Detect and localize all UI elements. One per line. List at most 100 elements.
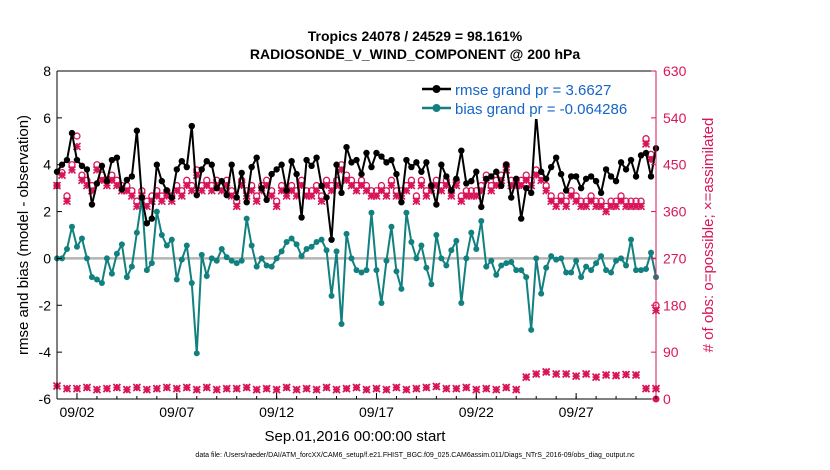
rmse-point: [587, 173, 595, 180]
rmse-point: [308, 162, 315, 170]
x-tick-label: 09/07: [159, 404, 194, 420]
obs-assimilated-marker: [97, 176, 106, 185]
bias-point: [383, 257, 390, 264]
rmse-point: [343, 143, 350, 151]
rmse-point: [288, 158, 295, 165]
obs-assimilated-marker: [152, 191, 161, 201]
obs-low-marker: [102, 384, 112, 393]
rmse-point: [108, 156, 116, 164]
bias-point: [243, 215, 250, 222]
rmse-point: [523, 184, 530, 192]
bias-point: [428, 281, 435, 288]
y-tick-label: -2: [39, 297, 52, 313]
bias-point: [223, 254, 230, 261]
axes-layer: -6 -4 -2 0 2 4 6 8 0 90 180 270 360 450 540 630 09/02 09/…: [39, 63, 687, 420]
rmse-point: [183, 163, 190, 171]
obs-assimilated-marker: [102, 181, 111, 190]
bias-point: [283, 239, 290, 246]
bias-point: [168, 236, 175, 243]
rmse-point: [143, 220, 151, 227]
obs-assimilated-marker: [222, 181, 231, 190]
obs-low-marker: [92, 385, 102, 394]
x-tick-label: 09/27: [559, 404, 594, 420]
obs-low-marker: [591, 372, 601, 382]
obs-assimilated-marker: [307, 191, 316, 201]
obs-low-marker: [312, 385, 321, 394]
bias-point: [343, 230, 350, 237]
bias-point: [493, 271, 500, 278]
obs-assimilated-marker: [202, 181, 211, 190]
rmse-point: [158, 177, 166, 185]
obs-assimilated-marker: [237, 181, 246, 190]
bias-point: [378, 299, 385, 306]
obs-assimilated-marker: [612, 202, 621, 211]
bias-point: [508, 258, 515, 265]
obs-low-marker: [152, 384, 161, 393]
obs-assimilated-marker: [577, 202, 586, 211]
obs-assimilated-marker: [626, 202, 636, 211]
bias-point: [153, 208, 160, 215]
y2-tick-label: 540: [663, 110, 687, 126]
rmse-point: [597, 189, 605, 197]
bias-point: [633, 267, 640, 274]
bias-point: [233, 260, 240, 267]
bias-point: [648, 249, 655, 256]
bias-point: [588, 267, 595, 274]
obs-assimilated-marker: [567, 191, 576, 201]
obs-assimilated-marker: [292, 191, 301, 201]
rmse-point: [138, 194, 146, 201]
rmse-point: [393, 170, 400, 178]
obs-low-marker: [202, 383, 211, 392]
rmse-point: [458, 147, 465, 154]
obs-assimilated-marker: [602, 207, 611, 216]
bias-point: [238, 257, 245, 264]
obs-assimilated-marker: [487, 186, 496, 195]
rmse-point: [433, 201, 440, 208]
y-tick-label: 8: [43, 63, 51, 79]
obs-assimilated-marker: [142, 202, 151, 211]
bias-point: [433, 232, 440, 238]
obs-low-marker: [322, 383, 331, 392]
bias-point: [178, 256, 185, 263]
rmse-point: [537, 168, 545, 175]
rmse-point: [223, 191, 230, 199]
rmse-point: [218, 177, 225, 185]
rmse-point: [403, 156, 410, 164]
obs-assimilated-marker: [187, 186, 196, 195]
obs-assimilated-marker: [167, 197, 176, 206]
bias-point: [73, 243, 80, 250]
bias-point: [198, 251, 205, 258]
obs-low-marker: [581, 369, 591, 379]
obs-assimilated-marker: [82, 181, 92, 190]
y2-tick-label: 180: [663, 297, 687, 313]
obs-low-marker: [512, 385, 521, 394]
rmse-point: [353, 156, 360, 164]
y-tick-label: 6: [43, 110, 51, 126]
obs-assimilated-marker: [362, 186, 371, 195]
x-tick-label: 09/02: [59, 404, 94, 420]
obs-assimilated-marker: [407, 181, 416, 190]
rmse-point: [518, 215, 525, 222]
obs-low-marker: [172, 384, 181, 393]
bias-point: [158, 232, 165, 238]
bias-point: [203, 273, 210, 279]
obs-low-marker: [262, 384, 271, 393]
rmse-point: [278, 161, 285, 168]
obs-assimilated-marker: [72, 142, 82, 151]
obs-low-marker: [621, 370, 631, 379]
obs-assimilated-marker: [437, 186, 446, 195]
obs-assimilated-marker: [641, 139, 651, 148]
y-tick-label: -6: [39, 391, 52, 407]
rmse-point: [133, 127, 141, 134]
obs-assimilated-marker: [157, 197, 166, 206]
bias-point: [78, 235, 85, 242]
obs-assimilated-marker: [272, 202, 281, 211]
rmse-point: [148, 215, 156, 222]
rmse-point: [488, 173, 495, 180]
bias-point: [83, 255, 90, 262]
bias-point: [93, 276, 100, 283]
rmse-point: [253, 154, 260, 161]
obs-assimilated-marker: [182, 181, 191, 190]
rmse-point: [273, 166, 280, 173]
obs-assimilated-marker: [172, 186, 181, 195]
